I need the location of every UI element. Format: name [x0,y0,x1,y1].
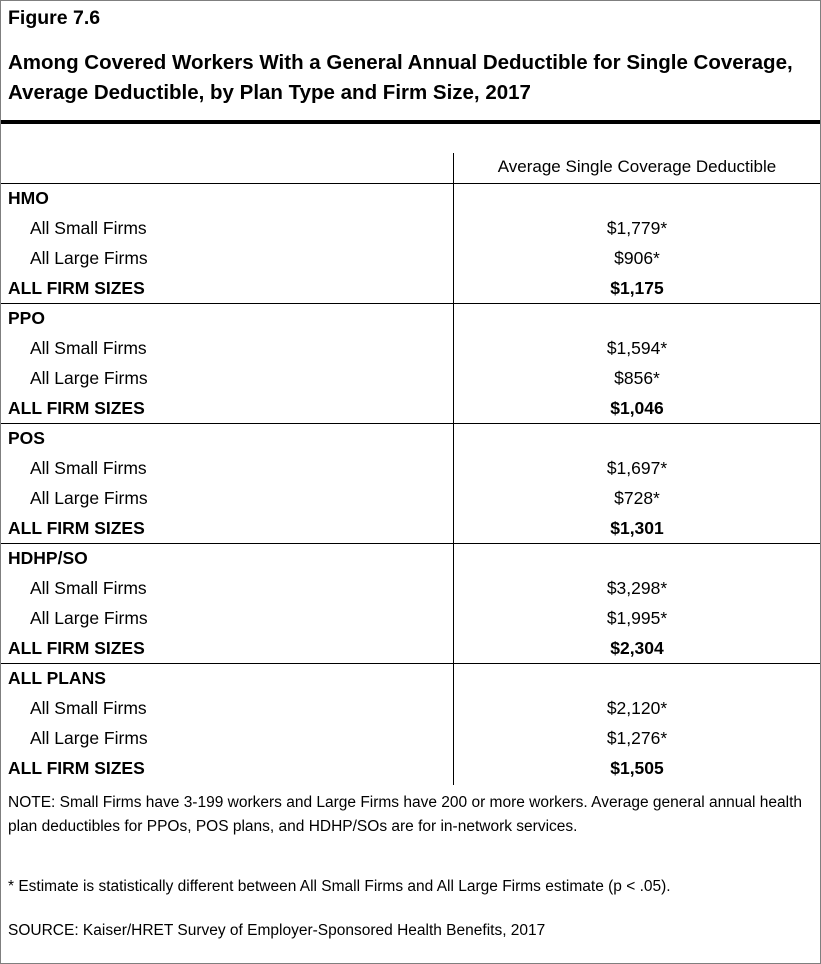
group-label: POS [8,428,45,448]
chart-title: Among Covered Workers With a General Ann… [8,51,793,104]
row-value: $2,120* [606,698,668,718]
group-divider [1,303,820,304]
total-row: ALL FIRM SIZES $1,301 [1,513,820,543]
title-rule [1,120,820,124]
table-row: All Small Firms $3,298* [1,573,820,603]
row-label: All Large Firms [30,368,148,388]
group-divider [1,543,820,544]
row-label: All Large Firms [30,608,148,628]
row-label: All Large Firms [30,488,148,508]
group-label: ALL PLANS [8,668,106,688]
figure-number: Figure 7.6 [8,7,101,29]
total-row: ALL FIRM SIZES $1,505 [1,753,820,783]
row-value: $1,594* [606,338,668,358]
row-value: $2,304 [610,638,664,658]
group-label: HDHP/SO [8,548,88,568]
row-label: All Small Firms [30,218,147,238]
group-divider [1,663,820,664]
column-header: Average Single Coverage Deductible [497,157,777,176]
group-header-row: PPO [1,303,820,333]
row-value: $856* [614,368,660,388]
row-value: $1,779* [606,218,668,238]
row-value: $1,301 [610,518,664,538]
table-row: All Large Firms $906* [1,243,820,273]
row-label: ALL FIRM SIZES [8,518,145,538]
table-row: All Small Firms $1,697* [1,453,820,483]
row-label: All Small Firms [30,458,147,478]
group-divider [1,423,820,424]
row-label: ALL FIRM SIZES [8,638,145,658]
row-label: ALL FIRM SIZES [8,398,145,418]
table-row: All Large Firms $728* [1,483,820,513]
table-row: All Small Firms $1,779* [1,213,820,243]
table-row: All Large Firms $1,276* [1,723,820,753]
row-value: $1,276* [606,728,668,748]
group-header-row: POS [1,423,820,453]
row-label: ALL FIRM SIZES [8,278,145,298]
total-row: ALL FIRM SIZES $1,046 [1,393,820,423]
group-label: HMO [8,188,49,208]
total-row: ALL FIRM SIZES $2,304 [1,633,820,663]
table-row: All Small Firms $2,120* [1,693,820,723]
group-divider [1,183,820,184]
group-header-row: ALL PLANS [1,663,820,693]
table-row: All Small Firms $1,594* [1,333,820,363]
group-label: PPO [8,308,45,328]
column-divider [453,153,454,785]
row-label: All Large Firms [30,248,148,268]
row-value: $3,298* [606,578,668,598]
table-row: All Large Firms $1,995* [1,603,820,633]
table-row: All Large Firms $856* [1,363,820,393]
total-row: ALL FIRM SIZES $1,175 [1,273,820,303]
row-label: All Large Firms [30,728,148,748]
source-text: SOURCE: Kaiser/HRET Survey of Employer-S… [8,922,546,939]
asterisk-note: * Estimate is statistically different be… [8,878,671,895]
row-value: $1,697* [606,458,668,478]
row-label: All Small Firms [30,698,147,718]
row-value: $1,995* [606,608,668,628]
note-text: NOTE: Small Firms have 3-199 workers and… [8,794,803,835]
row-value: $728* [614,488,660,508]
row-value: $1,175 [610,278,664,298]
row-value: $1,505 [610,758,664,778]
row-label: ALL FIRM SIZES [8,758,145,778]
group-header-row: HDHP/SO [1,543,820,573]
row-label: All Small Firms [30,338,147,358]
row-value: $906* [614,248,660,268]
row-value: $1,046 [610,398,664,418]
group-header-row: HMO [1,183,820,213]
row-label: All Small Firms [30,578,147,598]
